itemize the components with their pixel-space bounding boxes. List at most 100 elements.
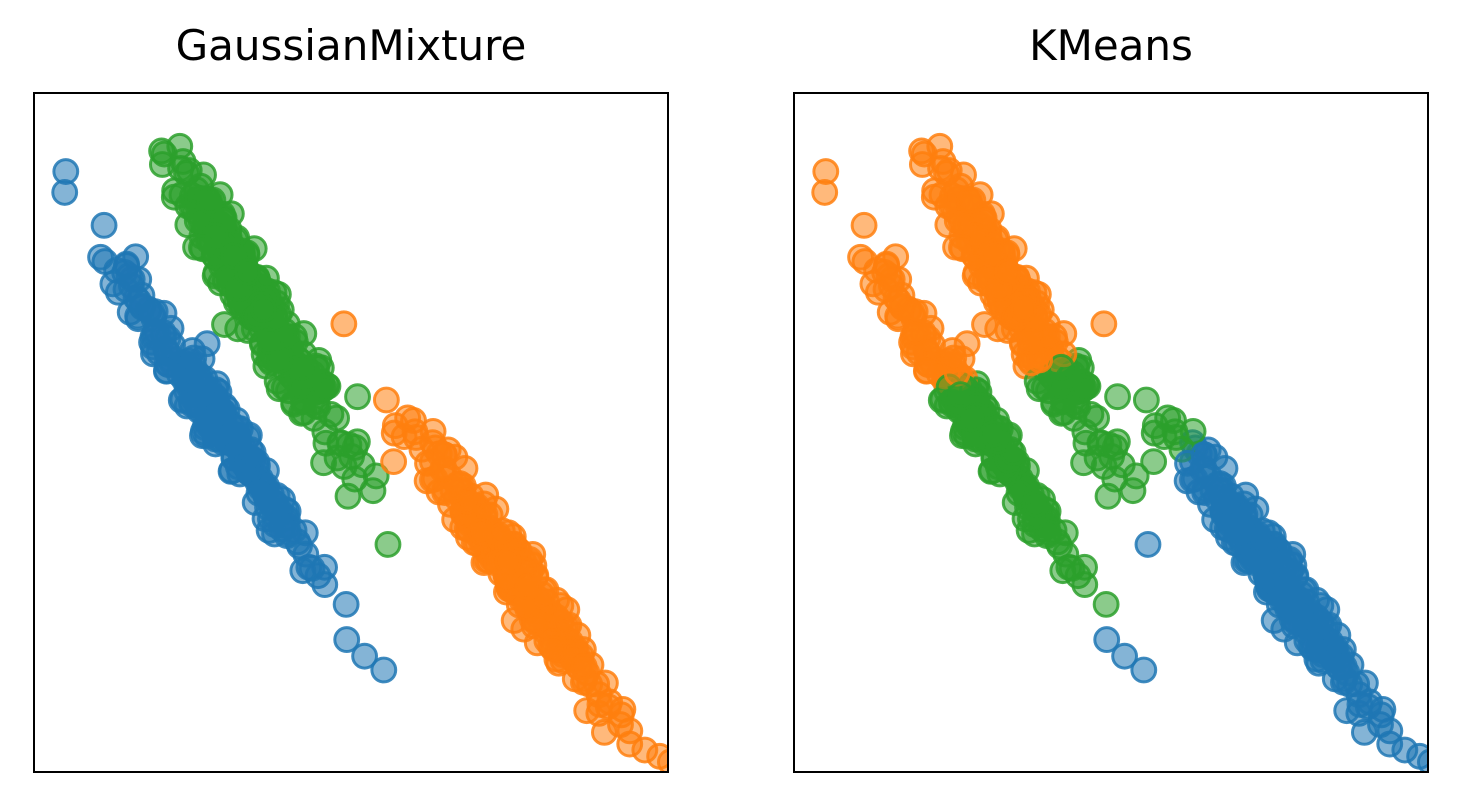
data-point	[256, 328, 284, 355]
data-point	[920, 183, 948, 211]
data-point	[1132, 386, 1160, 414]
data-point	[219, 420, 247, 448]
data-point	[332, 590, 360, 618]
data-point	[1254, 547, 1282, 575]
data-point	[1199, 476, 1227, 504]
data-point	[196, 187, 224, 214]
data-point	[113, 250, 141, 278]
data-point	[656, 749, 667, 771]
scatter-kmeans	[811, 132, 1427, 771]
data-point	[1391, 736, 1419, 764]
data-point	[553, 596, 581, 624]
data-point	[380, 448, 408, 476]
data-point	[1035, 519, 1063, 547]
data-point	[1111, 642, 1139, 670]
data-point	[570, 653, 598, 680]
data-point	[262, 490, 290, 518]
data-point	[180, 344, 208, 372]
data-point	[1154, 404, 1182, 432]
data-point	[348, 451, 376, 479]
data-point	[1016, 328, 1044, 355]
data-point	[957, 405, 985, 433]
data-point	[372, 386, 400, 414]
data-point	[631, 736, 659, 764]
data-point	[1356, 688, 1384, 716]
data-point	[514, 573, 542, 601]
data-point	[940, 344, 968, 372]
data-point	[1416, 749, 1427, 771]
data-point	[140, 340, 167, 368]
data-point	[333, 626, 361, 653]
plot-area-gaussian-mixture	[33, 92, 669, 773]
data-point	[1022, 490, 1050, 518]
data-point	[374, 531, 402, 558]
panel-title-gaussian-mixture: GaussianMixture	[175, 21, 527, 70]
data-point	[351, 642, 379, 670]
data-point	[197, 405, 225, 433]
data-point	[979, 420, 1007, 448]
data-point	[289, 557, 317, 585]
data-point	[148, 151, 176, 178]
data-point	[310, 449, 337, 477]
data-point	[1010, 295, 1037, 323]
data-point	[948, 234, 975, 261]
data-point	[811, 178, 839, 206]
data-point	[1071, 571, 1099, 599]
data-point	[160, 183, 188, 211]
data-point	[87, 243, 114, 271]
data-point	[344, 383, 371, 411]
data-point	[956, 187, 984, 214]
data-point	[90, 211, 118, 239]
data-point	[1130, 656, 1158, 684]
data-point	[1140, 448, 1168, 476]
data-point	[334, 482, 362, 510]
data-point	[1104, 383, 1131, 411]
data-point	[902, 318, 929, 346]
data-point	[994, 258, 1021, 286]
data-point	[330, 310, 358, 338]
data-point	[370, 656, 398, 684]
data-point	[947, 381, 975, 409]
data-point	[250, 295, 277, 323]
data-point	[1313, 596, 1341, 624]
data-point	[234, 258, 261, 286]
data-point	[51, 178, 79, 206]
data-point	[1134, 531, 1162, 558]
data-point	[900, 340, 927, 368]
data-point	[596, 688, 624, 716]
data-point	[1094, 482, 1122, 510]
panel-title-kmeans: KMeans	[1029, 21, 1193, 70]
data-point	[908, 151, 936, 178]
data-point	[439, 476, 467, 504]
data-point	[1190, 441, 1218, 469]
data-point	[394, 404, 422, 432]
data-point	[1092, 590, 1120, 618]
data-point	[275, 519, 303, 547]
data-point	[187, 381, 215, 409]
data-point	[1090, 310, 1118, 338]
data-point	[467, 518, 495, 546]
data-point	[1108, 451, 1136, 479]
data-point	[188, 234, 215, 261]
data-point	[327, 429, 355, 457]
data-point	[1049, 557, 1077, 585]
data-point	[859, 270, 887, 298]
data-point	[1087, 429, 1115, 457]
data-point	[311, 571, 339, 599]
data-point	[850, 211, 878, 239]
plot-area-kmeans	[793, 92, 1429, 773]
data-point	[142, 318, 169, 346]
data-point	[1274, 573, 1302, 601]
data-point	[99, 270, 127, 298]
data-point	[1070, 449, 1097, 477]
data-point	[1299, 635, 1327, 662]
data-point	[1227, 518, 1255, 546]
data-point	[494, 547, 522, 575]
data-point	[539, 635, 567, 662]
data-point	[847, 243, 874, 271]
data-point	[1330, 653, 1358, 680]
data-point	[1093, 626, 1121, 653]
data-point	[873, 250, 901, 278]
data-point	[430, 441, 458, 469]
